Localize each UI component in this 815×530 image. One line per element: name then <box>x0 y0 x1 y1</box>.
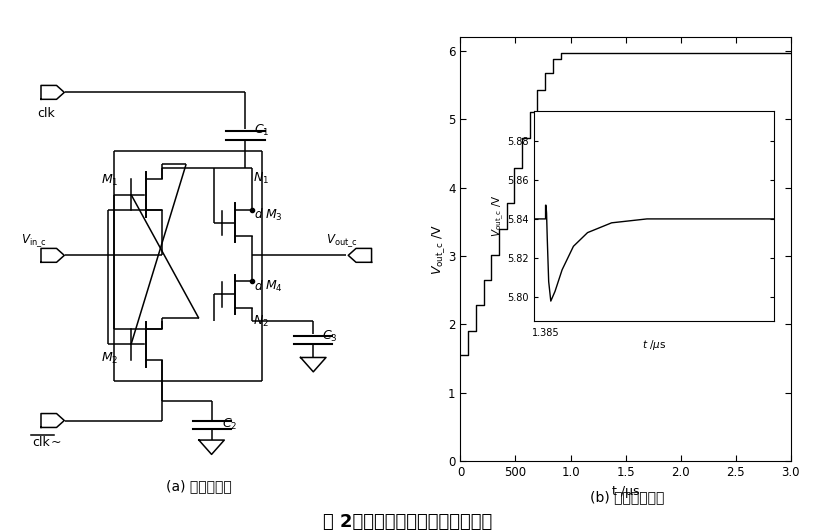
Text: 图 2　电荷泵电路和输出电压波形: 图 2 电荷泵电路和输出电压波形 <box>323 514 492 530</box>
Text: $N_2$: $N_2$ <box>253 314 269 329</box>
Text: $C_1$: $C_1$ <box>254 122 270 138</box>
Text: (b) 输出电压波形: (b) 输出电压波形 <box>590 490 665 504</box>
Text: d: d <box>254 208 262 222</box>
Text: $M_1$: $M_1$ <box>101 173 119 188</box>
Text: $V_{\rm out\_c}$: $V_{\rm out\_c}$ <box>326 233 358 249</box>
Text: clk: clk <box>33 436 50 449</box>
Text: $V_{\rm in\_c}$: $V_{\rm in\_c}$ <box>21 233 46 249</box>
Text: $M_3$: $M_3$ <box>265 207 282 223</box>
X-axis label: t /μs: t /μs <box>612 484 639 498</box>
Text: ~: ~ <box>51 436 61 449</box>
Text: $M_4$: $M_4$ <box>265 279 282 294</box>
Text: d: d <box>254 280 262 293</box>
Text: $N_1$: $N_1$ <box>253 171 269 185</box>
Text: $C_3$: $C_3$ <box>322 329 337 344</box>
Y-axis label: $V_{\rm out\_c}$ /V: $V_{\rm out\_c}$ /V <box>430 224 447 275</box>
Text: clk: clk <box>37 107 55 120</box>
Text: 1.385: 1.385 <box>532 329 560 339</box>
Text: $M_2$: $M_2$ <box>101 351 119 366</box>
Text: (a) 电荷泵电路: (a) 电荷泵电路 <box>166 479 231 493</box>
Y-axis label: $V_{\rm out\_c}$ /V: $V_{\rm out\_c}$ /V <box>491 195 506 237</box>
Text: $t$ /$\mu$s: $t$ /$\mu$s <box>642 338 666 352</box>
Text: $C_2$: $C_2$ <box>222 417 237 432</box>
